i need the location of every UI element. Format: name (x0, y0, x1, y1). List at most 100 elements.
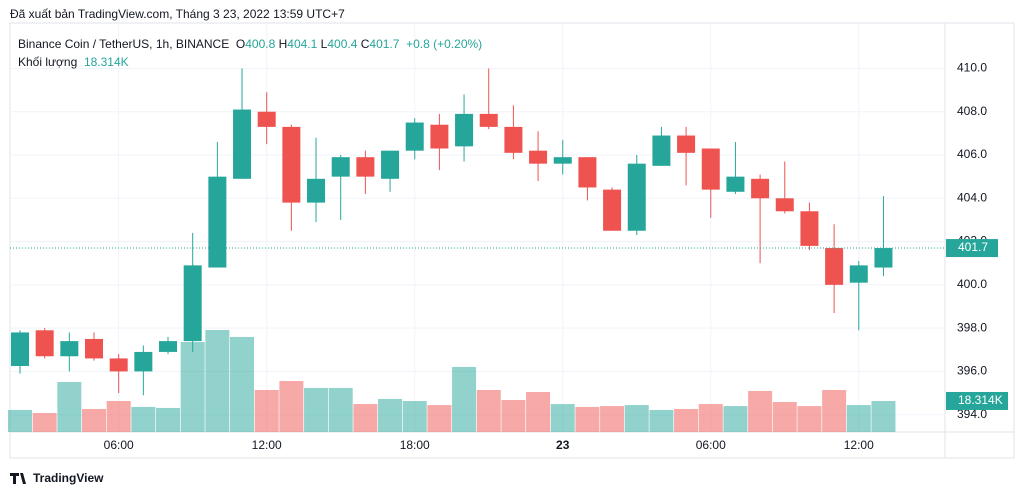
volume-bar (304, 387, 329, 432)
volume-bar (624, 405, 649, 432)
volume-bar (871, 400, 896, 432)
ohlc-value: 404.1 (287, 37, 318, 51)
published: Đã xuất bản TradingView.com, Tháng 3 23,… (10, 7, 345, 21)
x-tick-label: 18:00 (400, 438, 430, 452)
candle-body (35, 330, 54, 357)
candle-body (307, 178, 326, 203)
volume-bar (575, 406, 600, 432)
candle-body (652, 135, 671, 166)
volume-text: 18.314K (83, 55, 129, 69)
candle-body (825, 248, 844, 285)
volume-bar (8, 409, 32, 432)
ohlc: O400.8 H404.1 L400.4 C401.7 (236, 37, 403, 51)
volume-title: Khối lượng (18, 55, 78, 69)
volume-bar (205, 330, 230, 432)
candle-body (60, 341, 79, 357)
legend-title-row: Binance Coin / TetherUS, 1h, BINANCE O40… (18, 37, 482, 51)
y-tick-label: 398.0 (957, 320, 987, 334)
ohlc-key: C (360, 37, 370, 51)
candle-body (578, 157, 597, 188)
volume-bar (57, 382, 82, 432)
volume-bar (328, 387, 353, 432)
change: +0.8 (+0.20%) (406, 37, 483, 51)
candle-body (455, 113, 474, 147)
volume-bar (723, 406, 748, 432)
ohlc-value: 401.7 (369, 37, 400, 51)
volume-bar (106, 400, 131, 432)
candle-body (627, 163, 646, 231)
candle-body (381, 150, 400, 179)
candle-body (701, 148, 720, 190)
ohlc-key: O (235, 37, 246, 51)
volume-bar (797, 406, 822, 432)
price-marker (946, 239, 998, 258)
logo-icon (10, 473, 26, 484)
y-tick-label: 410.0 (957, 61, 987, 75)
volume-bar (526, 392, 551, 432)
candle-body (109, 358, 128, 372)
x-tick-label: 23 (556, 438, 570, 452)
candle-body (726, 176, 745, 192)
candle-body (85, 338, 104, 359)
volume-bar (550, 404, 575, 432)
price-marker-label: 401.7 (958, 240, 988, 254)
y-tick-label: 406.0 (957, 147, 987, 161)
x-tick-label: 12:00 (252, 438, 282, 452)
candle-body (159, 341, 178, 352)
volume-bar (649, 409, 674, 432)
volume-bar (822, 389, 847, 432)
candle-body (430, 124, 449, 149)
volume-bar (476, 389, 501, 432)
symbol: Binance Coin / TetherUS, 1h, BINANCE (18, 37, 230, 51)
candle-body (751, 178, 770, 199)
y-tick-label: 404.0 (957, 190, 987, 204)
volume-bar (674, 408, 699, 432)
candle-body (11, 332, 29, 366)
volume-bar (772, 402, 797, 432)
candle-body (282, 126, 301, 203)
volume (8, 330, 896, 432)
candle-body (405, 122, 424, 151)
candles (11, 68, 893, 396)
x-tick-label: 06:00 (696, 438, 726, 452)
candle-body (356, 157, 375, 177)
volume-bar (254, 389, 279, 432)
candle-body (849, 265, 868, 283)
y-tick-label: 408.0 (957, 104, 987, 118)
candle-body (775, 198, 794, 212)
candle-body (553, 157, 572, 164)
volume-bar (698, 404, 723, 432)
volume-bar (378, 398, 403, 432)
footer-logo: TradingView (33, 471, 104, 485)
candle-body (134, 351, 153, 372)
volume-bar (82, 408, 107, 432)
y-tick-label: 400.0 (957, 277, 987, 291)
volume-bar (600, 406, 625, 432)
candle-body (257, 111, 276, 127)
volume-bar (427, 405, 452, 432)
volume-bar (156, 407, 181, 432)
ohlc-key: L (320, 37, 328, 51)
candle-body (479, 113, 498, 127)
volume-bar (501, 399, 526, 432)
candle-body (504, 126, 523, 153)
candle-body (677, 135, 696, 153)
volume-bar (230, 336, 255, 432)
volume-bar (748, 390, 773, 432)
volume-bar (402, 400, 427, 432)
candle-body (603, 189, 622, 231)
volume-bar (32, 413, 57, 432)
volume-row: Khối lượng 18.314K (18, 55, 129, 69)
axes: 394.0396.0398.0400.0402.0404.0406.0408.0… (10, 61, 1008, 452)
x-tick-label: 12:00 (844, 438, 874, 452)
volume-bar (180, 342, 205, 432)
ohlc-value: 400.8 (245, 37, 276, 51)
ohlc-value: 400.4 (327, 37, 358, 51)
volume-marker-label: 18.314K (958, 393, 1003, 407)
volume-bar (353, 404, 378, 432)
frame (9, 22, 1015, 459)
ohlc-key: H (278, 37, 288, 51)
candle-body (183, 265, 202, 342)
